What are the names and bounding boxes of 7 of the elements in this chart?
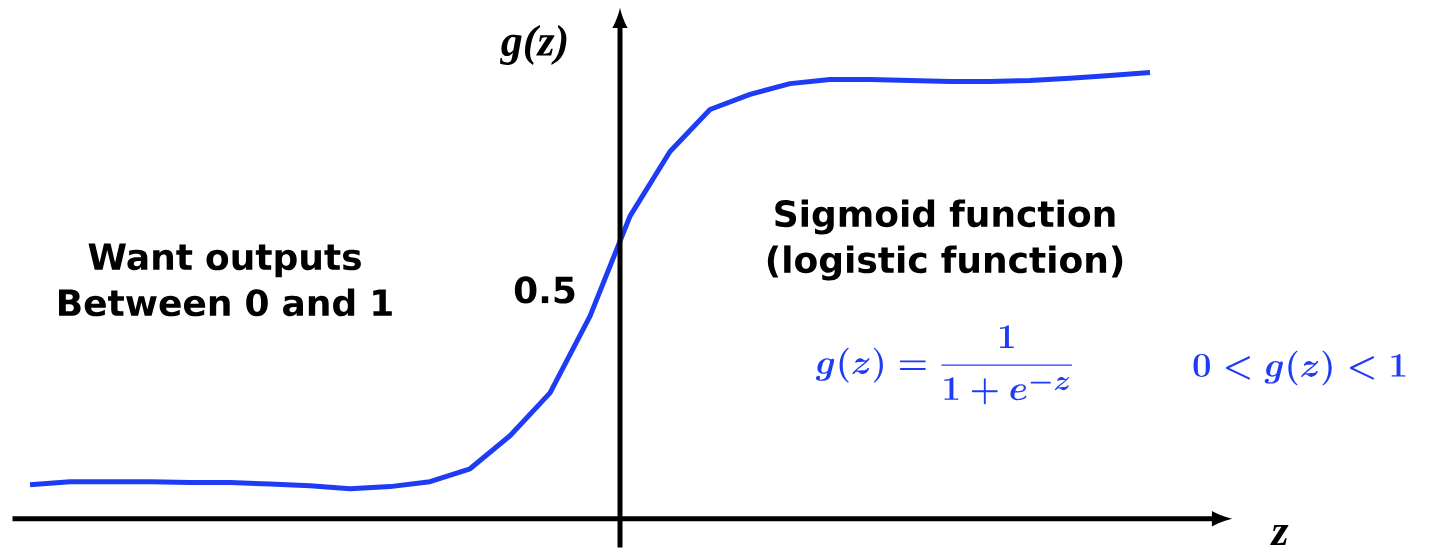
text: $0 < g(z) < 1$ xyxy=(1193,350,1406,386)
annotation: Sigmoid function (logistic function) xyxy=(767,199,1123,281)
annotation: Want outputs Between 0 and 1 xyxy=(59,243,392,317)
annotation: $g(z) = \frac{1}{1+e^{-z}}$ xyxy=(815,325,1072,405)
annotation: 0.5 xyxy=(514,276,575,304)
y-axis-title: g(z) xyxy=(499,25,567,65)
x-axis-title: z xyxy=(1270,524,1289,546)
